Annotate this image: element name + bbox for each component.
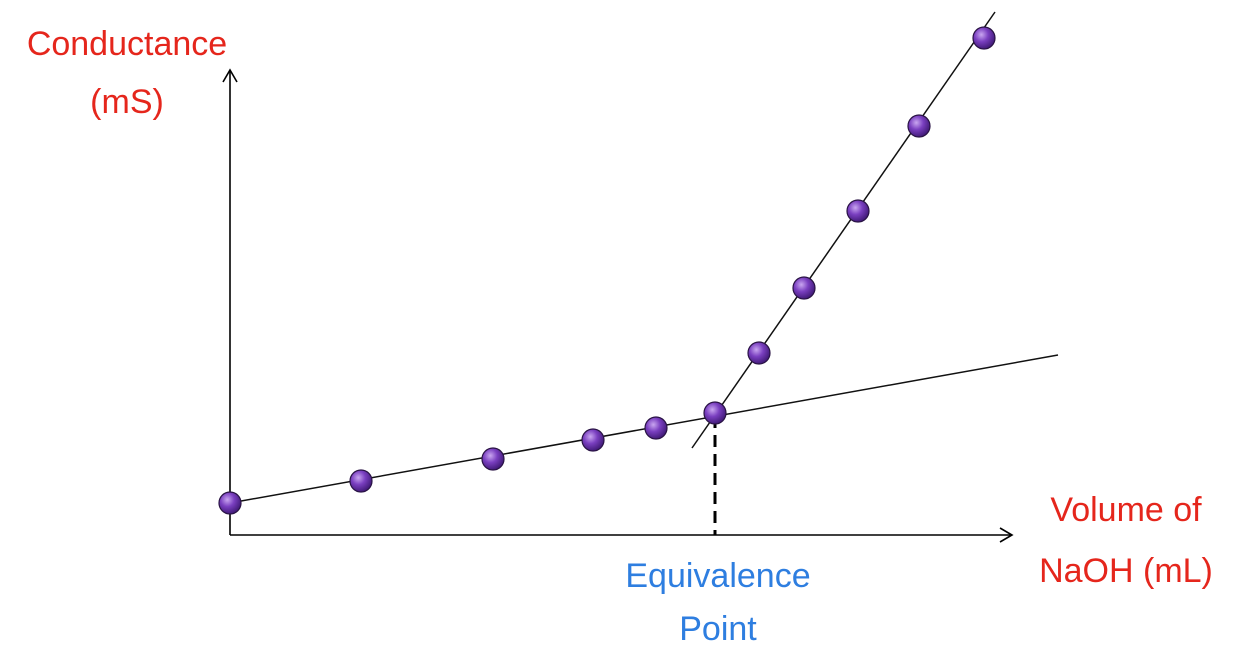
- fit-line-after: [691, 11, 996, 449]
- y-axis-label: Conductance: [27, 25, 227, 63]
- point: [747, 341, 771, 365]
- point: [846, 199, 870, 223]
- point: [349, 469, 373, 493]
- point: [907, 114, 931, 138]
- point: [972, 26, 996, 50]
- annotation: Point: [679, 610, 757, 648]
- y-axis-arrow: [222, 68, 238, 83]
- x-axis-label: NaOH (mL): [1039, 552, 1213, 590]
- x-axis-arrow: [999, 527, 1014, 543]
- point: [581, 428, 605, 452]
- y-axis-label: (mS): [90, 83, 164, 121]
- point: [703, 401, 727, 425]
- point: [644, 416, 668, 440]
- annotation: Equivalence: [625, 557, 810, 595]
- data-points: [218, 26, 996, 515]
- point: [481, 447, 505, 471]
- point: [218, 491, 242, 515]
- point: [792, 276, 816, 300]
- x-axis-label: Volume of: [1050, 491, 1202, 529]
